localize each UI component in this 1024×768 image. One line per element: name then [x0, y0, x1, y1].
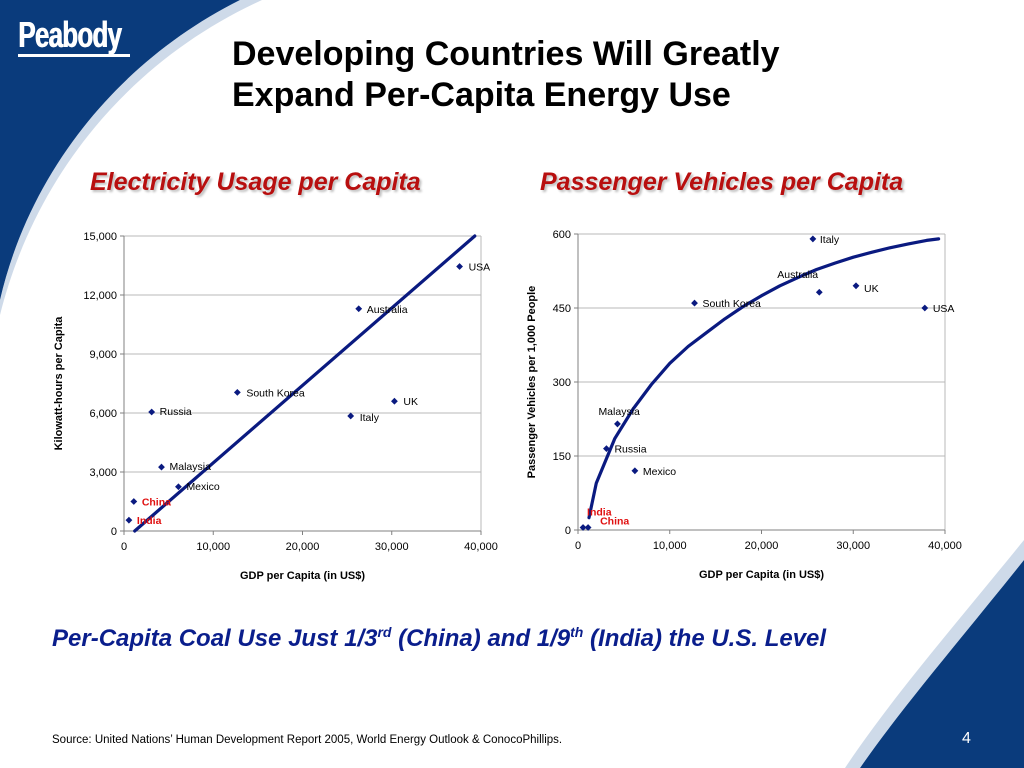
swoosh-left	[0, 0, 240, 300]
page-number: 4	[962, 730, 971, 747]
x-tick-label: 40,000	[464, 541, 498, 553]
x-tick-label: 10,000	[196, 541, 230, 553]
data-point-south-korea	[233, 388, 241, 396]
x-tick-label: 40,000	[928, 540, 962, 552]
logo-underline	[18, 54, 130, 57]
data-label-uk: UK	[864, 283, 879, 295]
data-point-china	[130, 498, 138, 505]
tagline-part-3: (India) the U.S. Level	[583, 625, 827, 652]
tagline-sup-1: rd	[377, 624, 392, 640]
data-point-uk	[852, 282, 860, 290]
y-tick-label: 300	[553, 377, 571, 389]
data-label-usa: USA	[469, 261, 491, 273]
data-label-australia: Australia	[367, 304, 408, 316]
y-tick-label: 3,000	[89, 467, 117, 479]
page-title: Developing Countries Will Greatly Expand…	[232, 34, 872, 116]
data-point-india	[125, 516, 133, 524]
y-tick-label: 6,000	[89, 408, 117, 420]
data-label-australia: Australia	[777, 269, 818, 281]
data-point-australia	[355, 305, 363, 313]
peabody-logo: Peabody	[18, 14, 122, 55]
data-label-russia: Russia	[160, 406, 192, 418]
electricity-chart-title: Electricity Usage per Capita	[90, 168, 421, 196]
data-label-china: China	[142, 497, 171, 509]
vehicles-chart: 0 150 300 450 600 0 10,000 20,000 30,000 40,000 GD…	[526, 229, 962, 581]
trendline	[133, 234, 477, 533]
x-tick-label: 20,000	[745, 540, 779, 552]
swoosh-bottom-highlight	[845, 540, 1024, 768]
data-label-malaysia: Malaysia	[169, 461, 211, 473]
data-point-china	[584, 524, 592, 531]
x-axis-title: GDP per Capita (in US$)	[240, 570, 365, 582]
y-tick-label: 150	[553, 451, 571, 463]
data-point-russia	[603, 445, 610, 452]
source-note: Source: United Nations’ Human Developmen…	[52, 734, 563, 746]
electricity-chart: 0 3,000 6,000 9,000 12,000 15,000 0 10,000 20,00…	[53, 231, 498, 582]
coal-use-tagline: Per-Capita Coal Use Just 1/3rd (China) a…	[52, 624, 992, 653]
tagline-part-2: (China) and 1/9	[391, 625, 571, 652]
y-tick-label: 450	[553, 303, 571, 315]
y-tick-label: 0	[565, 525, 571, 537]
x-axis-title: GDP per Capita (in US$)	[699, 569, 824, 581]
data-label-india: India	[137, 515, 162, 527]
data-point-italy	[809, 235, 817, 243]
y-axis-title: Passenger Vehicles per 1,000 People	[526, 286, 538, 479]
data-label-china: China	[600, 516, 629, 528]
data-point-malaysia	[158, 463, 165, 471]
x-tick-label: 10,000	[653, 540, 687, 552]
trendline	[587, 237, 941, 520]
y-tick-label: 15,000	[83, 231, 117, 243]
x-tick-label: 0	[121, 541, 127, 553]
title-line-1: Developing Countries Will Greatly	[232, 35, 780, 73]
data-point-malaysia	[614, 420, 621, 428]
data-point-australia	[815, 288, 823, 296]
x-tick-label: 0	[575, 540, 581, 552]
data-point-usa	[921, 304, 929, 312]
y-tick-label: 9,000	[89, 349, 117, 361]
y-axis-title: Kilowatt-hours per Capita	[53, 316, 65, 451]
data-label-italy: Italy	[360, 412, 380, 424]
data-point-india	[579, 524, 587, 531]
data-label-usa: USA	[933, 303, 955, 315]
data-point-south-korea	[691, 299, 698, 307]
vehicles-chart-title: Passenger Vehicles per Capita	[540, 168, 904, 196]
data-label-russia: Russia	[614, 444, 646, 456]
data-label-south-korea: South Korea	[246, 387, 305, 399]
data-point-mexico	[631, 467, 639, 475]
data-point-italy	[347, 412, 355, 420]
data-label-italy: Italy	[820, 234, 840, 246]
x-tick-label: 30,000	[836, 540, 870, 552]
data-point-russia	[148, 408, 156, 416]
y-tick-label: 12,000	[83, 290, 117, 302]
y-tick-label: 600	[553, 229, 571, 241]
data-label-mexico: Mexico	[643, 466, 676, 478]
swoosh-bottom-right	[860, 560, 1024, 768]
data-point-usa	[456, 263, 463, 270]
data-label-south-korea: South Korea	[703, 298, 762, 310]
data-label-india: India	[587, 507, 612, 519]
x-tick-label: 30,000	[375, 541, 409, 553]
tagline-sup-2: th	[570, 624, 584, 640]
title-line-2: Expand Per-Capita Energy Use	[232, 76, 731, 114]
x-tick-label: 20,000	[286, 541, 320, 553]
data-label-uk: UK	[403, 396, 418, 408]
data-point-uk	[391, 397, 398, 405]
tagline-part-1: Per-Capita Coal Use Just 1/3	[52, 625, 378, 652]
data-label-malaysia: Malaysia	[598, 406, 640, 418]
data-label-mexico: Mexico	[186, 481, 219, 493]
data-point-mexico	[175, 483, 182, 491]
y-tick-label: 0	[111, 526, 117, 538]
